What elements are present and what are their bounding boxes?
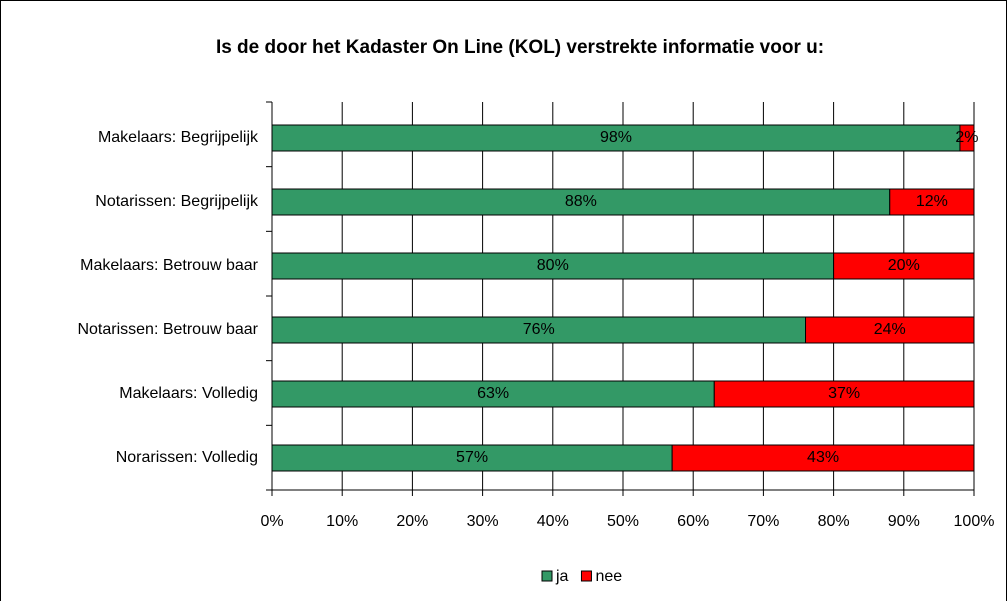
legend-label: nee <box>595 568 622 585</box>
bar <box>833 252 975 280</box>
bar <box>271 380 715 408</box>
bar <box>271 188 891 216</box>
bar <box>671 444 975 472</box>
x-tick-label: 0% <box>260 513 283 530</box>
bar <box>271 124 961 152</box>
legend-label: ja <box>555 568 569 585</box>
bar-label: 76% <box>523 321 555 338</box>
bar-label: 57% <box>456 449 488 466</box>
x-tick-label: 90% <box>888 513 920 530</box>
bar <box>805 316 975 344</box>
bar-label: 12% <box>916 193 948 210</box>
bar-label: 98% <box>600 129 632 146</box>
bar-label: 2% <box>955 129 978 146</box>
legend-swatch <box>541 570 553 582</box>
bar-label: 80% <box>537 257 569 274</box>
bar-label: 88% <box>565 193 597 210</box>
x-tick-label: 80% <box>818 513 850 530</box>
bar <box>889 188 975 216</box>
x-tick-label: 20% <box>396 513 428 530</box>
legend-swatch <box>580 570 592 582</box>
x-tick-label: 100% <box>954 513 995 530</box>
bar <box>959 124 975 152</box>
y-tick-label: Norarissen: Volledig <box>116 449 258 466</box>
y-tick-label: Notarissen: Betrouw baar <box>77 321 258 338</box>
x-tick-label: 40% <box>537 513 569 530</box>
x-tick-label: 30% <box>467 513 499 530</box>
x-tick-label: 10% <box>326 513 358 530</box>
x-tick-label: 60% <box>677 513 709 530</box>
x-tick-label: 50% <box>607 513 639 530</box>
bar <box>271 444 673 472</box>
y-tick-label: Notarissen: Begrijpelijk <box>95 193 259 210</box>
y-tick-label: Makelaars: Volledig <box>119 385 258 402</box>
bar <box>271 316 807 344</box>
bar <box>713 380 975 408</box>
bar-label: 20% <box>888 257 920 274</box>
y-tick-label: Makelaars: Betrouw baar <box>80 257 259 274</box>
bar-label: 37% <box>828 385 860 402</box>
bar-label: 43% <box>807 449 839 466</box>
bar-label: 63% <box>477 385 509 402</box>
x-tick-label: 70% <box>747 513 779 530</box>
bar-label: 24% <box>874 321 906 338</box>
y-tick-label: Makelaars: Begrijpelijk <box>98 129 259 146</box>
chart-title: Is de door het Kadaster On Line (KOL) ve… <box>216 37 824 58</box>
